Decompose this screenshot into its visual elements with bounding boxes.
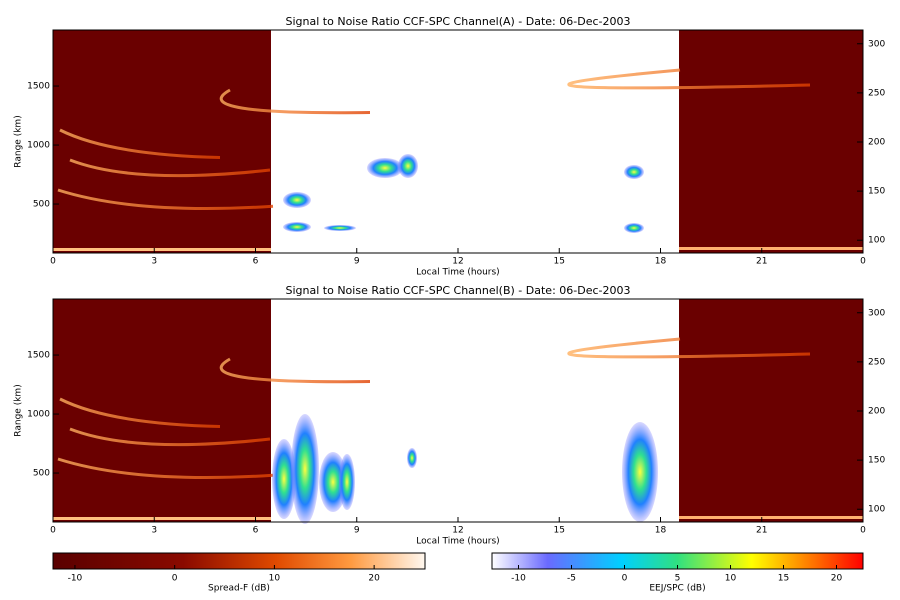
spread-f-streak (567, 68, 811, 90)
x-tick-label: 21 (756, 257, 767, 267)
y-tick-label: 1000 (27, 141, 50, 151)
x-tick-label: 15 (554, 526, 565, 536)
spread-f-streak (59, 128, 221, 159)
x-tick-label: 0 (860, 257, 866, 267)
echo-blob (291, 414, 319, 524)
spread-f-streak (57, 457, 274, 480)
colorbar-tick-label: 0 (172, 574, 178, 584)
x-tick-label: 6 (253, 257, 259, 267)
y-axis-label: Range (km) (14, 115, 24, 167)
y2-tick-label: 250 (868, 357, 885, 367)
x-tick-label: 18 (655, 257, 667, 267)
colorbar-label: EEJ/SPC (dB) (649, 584, 705, 594)
spread-f-streak (567, 337, 811, 359)
panel-title: Signal to Noise Ratio CCF-SPC Channel(A)… (286, 15, 631, 28)
echo-blob (283, 192, 311, 208)
y2-tick-label: 100 (868, 236, 885, 246)
x-axis-label: Local Time (hours) (416, 537, 499, 547)
echo-blob (319, 452, 347, 512)
colorbar-tick-label: 5 (675, 574, 681, 584)
y2-tick-label: 150 (868, 456, 885, 466)
x-tick-label: 9 (354, 257, 360, 267)
echo-blob (624, 165, 644, 179)
y-tick-label: 500 (33, 469, 50, 479)
x-tick-label: 0 (50, 257, 56, 267)
x-axis-label: Local Time (hours) (416, 268, 499, 278)
y-tick-label: 1000 (27, 410, 50, 420)
x-tick-label: 21 (756, 526, 767, 536)
y2-tick-label: 250 (868, 88, 885, 98)
y2-tick-label: 200 (868, 406, 885, 416)
x-tick-label: 9 (354, 526, 360, 536)
spread-f-streak (69, 158, 271, 178)
ground-echo (679, 516, 863, 519)
ground-echo (53, 517, 271, 520)
echo-blob (367, 158, 403, 178)
spread-f-streak (219, 88, 371, 115)
colorbar-tick-label: -10 (511, 574, 526, 584)
colorbar-label: Spread-F (dB) (208, 584, 270, 594)
echo-blob (624, 223, 644, 233)
y-tick-label: 500 (33, 200, 50, 210)
night-region (679, 299, 863, 522)
spread-f-streak (59, 397, 221, 428)
echo-blob (324, 225, 356, 231)
x-tick-label: 15 (554, 257, 565, 267)
colorbar (52, 552, 426, 570)
echo-blob (398, 154, 418, 178)
x-tick-label: 18 (655, 526, 667, 536)
colorbar-tick-label: 20 (831, 574, 843, 584)
y-tick-label: 1500 (27, 82, 50, 92)
colorbar-tick-label: 15 (778, 574, 789, 584)
colorbar-tick-label: 10 (725, 574, 737, 584)
colorbar-tick-label: 10 (269, 574, 281, 584)
colorbar-tick-label: 0 (622, 574, 628, 584)
echo-blob (622, 422, 658, 522)
night-region (679, 30, 863, 253)
echo-blob (407, 448, 417, 468)
echo-blob (272, 439, 296, 519)
x-tick-label: 3 (151, 526, 157, 536)
x-tick-label: 6 (253, 526, 259, 536)
ground-echo (679, 247, 863, 250)
echo-blob (339, 454, 355, 510)
y-axis-label: Range (km) (14, 384, 24, 436)
echo-blob (283, 222, 311, 232)
spread-f-streak (69, 427, 271, 447)
y2-tick-label: 200 (868, 137, 885, 147)
y2-tick-label: 300 (868, 308, 885, 318)
colorbar-tick-label: -5 (567, 574, 576, 584)
y2-tick-label: 150 (868, 187, 885, 197)
ground-echo (53, 248, 271, 251)
colorbar-tick-label: 20 (368, 574, 380, 584)
spread-f-streak (57, 188, 274, 211)
x-tick-label: 0 (50, 526, 56, 536)
y-tick-label: 1500 (27, 351, 50, 361)
x-tick-label: 0 (860, 526, 866, 536)
panel-title: Signal to Noise Ratio CCF-SPC Channel(B)… (286, 284, 631, 297)
y2-tick-label: 300 (868, 39, 885, 49)
spread-f-streak (219, 357, 371, 384)
x-tick-label: 3 (151, 257, 157, 267)
x-tick-label: 12 (452, 257, 463, 267)
x-tick-label: 12 (452, 526, 463, 536)
colorbar-tick-label: -10 (68, 574, 83, 584)
y2-tick-label: 100 (868, 505, 885, 515)
